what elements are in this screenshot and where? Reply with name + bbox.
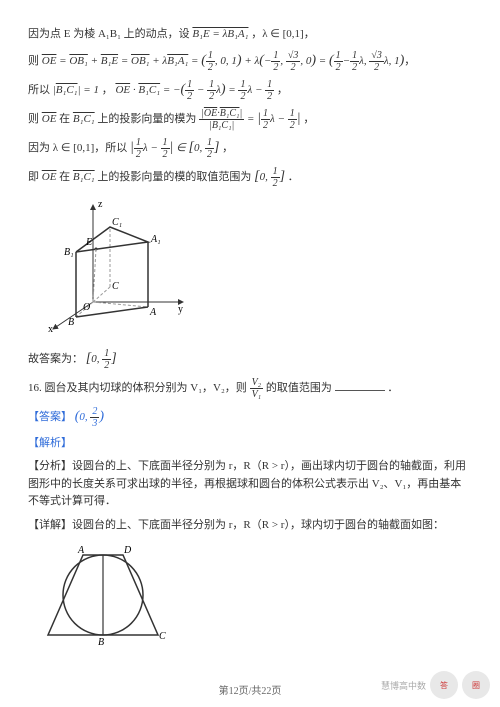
watermark: 慧博高中数 答 圈 xyxy=(381,671,490,699)
eq-proj: |OE·B₁C₁||B₁C₁| = |12λ − 12| xyxy=(199,113,303,125)
eq-b1e: B₁E = λB₁A₁ xyxy=(192,28,248,40)
eq-range1: |12λ − 12| ∈ [0, 12] xyxy=(130,142,222,154)
lbl2-A: A xyxy=(77,545,85,556)
para-6: 即 OE 在 B₁C₁ 上的投影向量的模的取值范围为 [0, 12] ． xyxy=(28,166,472,189)
blank-line xyxy=(335,382,385,391)
para-1: 因为点 E 为棱 A₁B₁ 上的动点，设 B₁E = λB₁A₁ ，λ ∈ [0… xyxy=(28,26,472,44)
t1: 因为点 E 为棱 A₁B₁ 上的动点，设 xyxy=(28,28,192,40)
analysis-1: 【分析】设圆台的上、下底面半径分别为 r，R（R > r），画出球内切于圆台的轴… xyxy=(28,458,472,511)
lbl-C1: C₁ xyxy=(112,217,122,228)
para-5: 因为 λ ∈ [0,1]，所以 |12λ − 12| ∈ [0, 12] ， xyxy=(28,137,472,160)
answer-row: 【答案】 (0, 23) xyxy=(28,406,472,429)
para-2: 则 OE = OB₁ + B₁E = OB₁ + λB₁A₁ = (12, 0,… xyxy=(28,50,472,73)
lbl-y: y xyxy=(178,304,183,315)
lbl-E: E xyxy=(85,237,92,248)
lbl-C: C xyxy=(112,281,119,292)
t1b: ，λ ∈ [0,1]， xyxy=(251,28,315,40)
wm-text: 慧博高中数 xyxy=(381,679,426,692)
diagram-prism: z y x O A B C A₁ B₁ C₁ E xyxy=(38,197,188,337)
lbl-A: A xyxy=(149,307,157,318)
lbl2-C: C xyxy=(159,631,166,642)
final-ans-1: [0, 12] xyxy=(86,353,117,365)
eq-range2: [0, 12] xyxy=(254,171,285,183)
analysis-2: 【详解】设圆台的上、下底面半径分别为 r，R（R > r），球内切于圆台的轴截面… xyxy=(28,517,472,535)
lbl-A1: A₁ xyxy=(150,234,161,245)
q16: 16. 圆台及其内切球的体积分别为 V₁，V₂，则 V₂V₁ 的取值范围为 ． xyxy=(28,377,472,400)
wm-badge-2: 圈 xyxy=(462,671,490,699)
wm-badge-1: 答 xyxy=(430,671,458,699)
lbl-O: O xyxy=(83,302,90,313)
lbl-B: B xyxy=(68,317,74,328)
eq-len: |B₁C₁| = 1 xyxy=(53,84,99,96)
lbl-x: x xyxy=(48,324,53,335)
para-7: 故答案为： [0, 12] xyxy=(28,348,472,371)
answer-label: 【答案】 xyxy=(28,409,72,427)
lbl-z: z xyxy=(98,199,103,210)
v2v1: V₂V₁ xyxy=(250,377,264,400)
para-3: 所以 |B₁C₁| = 1 ， OE · B₁C₁ = −(12 − 12λ) … xyxy=(28,79,472,102)
para-4: 则 OE 在 B₁C₁ 上的投影向量的模为 |OE·B₁C₁||B₁C₁| = … xyxy=(28,108,472,131)
answer-value: (0, 23) xyxy=(75,411,104,423)
diagram-frustum: A D B C xyxy=(38,543,168,648)
eq-dot: OE · B₁C₁ = −(12 − 12λ) = 12λ − 12 xyxy=(115,84,274,96)
lbl2-B: B xyxy=(98,637,104,648)
eq-oe: OE = OB₁ + B₁E = OB₁ + λB₁A₁ = (12, 0, 1… xyxy=(42,55,405,67)
lbl-B1: B₁ xyxy=(64,247,74,258)
analysis-label: 【解析】 xyxy=(28,435,472,453)
lbl2-D: D xyxy=(123,545,132,556)
